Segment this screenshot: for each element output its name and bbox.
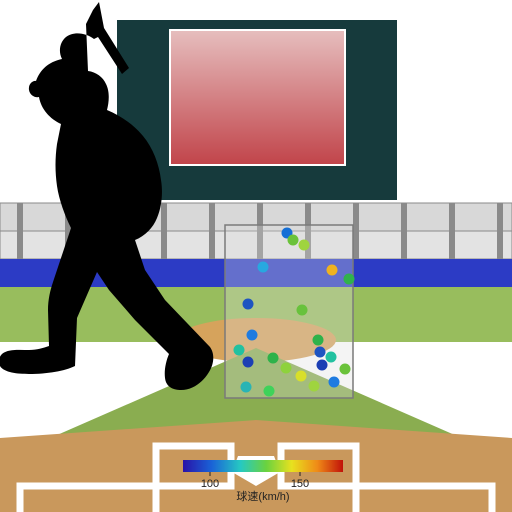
pitch-marker [288,235,299,246]
legend-axis-label: 球速(km/h) [236,489,289,503]
pitch-marker [326,352,337,363]
pitch-marker [340,364,351,375]
pitch-marker [297,305,308,316]
pitch-marker [234,345,245,356]
pitch-marker [329,377,340,388]
pitch-marker [281,363,292,374]
pitch-marker [309,381,320,392]
pitch-marker [313,335,324,346]
pitch-marker [317,360,328,371]
pitch-marker [315,347,326,358]
scoreboard-screen [170,30,345,165]
legend-gradient-bar [183,460,343,472]
pitch-marker [327,265,338,276]
pitch-marker [296,371,307,382]
pitch-marker [299,240,310,251]
pitch-marker [243,357,254,368]
legend-tick-label: 100 [201,478,219,490]
pitch-marker [344,274,355,285]
legend-tick-label: 150 [291,478,309,490]
pitch-marker [268,353,279,364]
pitch-marker [243,299,254,310]
pitch-marker [241,382,252,393]
pitch-marker [258,262,269,273]
pitch-location-chart: 100 150 球速(km/h) [0,0,512,512]
pitch-marker [247,330,258,341]
pitch-marker [264,386,275,397]
